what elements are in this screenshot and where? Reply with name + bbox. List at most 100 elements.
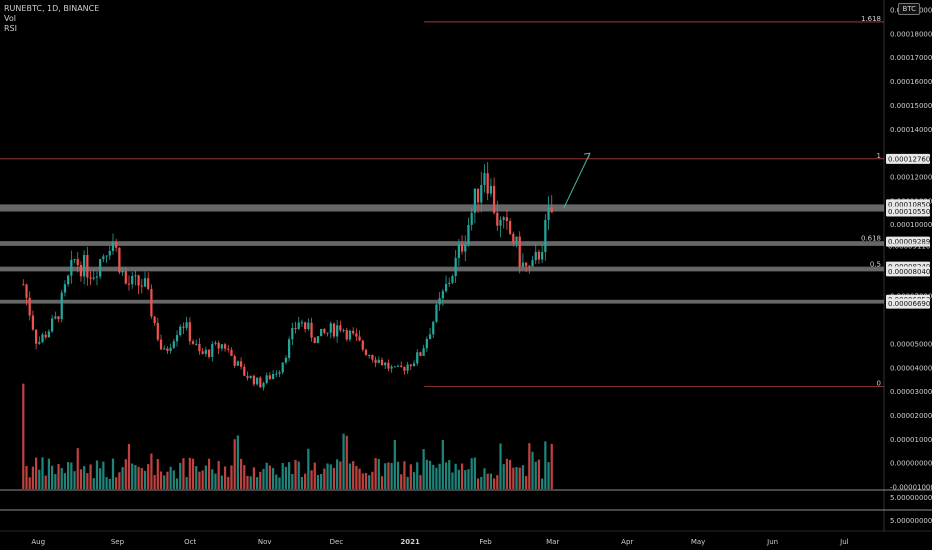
candle-body (105, 255, 108, 257)
candle-body (368, 354, 371, 356)
volume-bar (220, 475, 223, 489)
candle-body (70, 259, 73, 276)
volume-bar (464, 470, 467, 489)
volume-bar (188, 457, 191, 489)
y-tick-label: 0.00005000 (890, 340, 932, 348)
volume-bar (339, 461, 342, 489)
x-tick-label: May (691, 538, 705, 546)
volume-bar (34, 457, 38, 489)
candle-body (384, 362, 387, 366)
candle-body (169, 347, 172, 351)
currency-scale-badge[interactable]: BTC (898, 3, 920, 15)
volume-bar (467, 469, 470, 489)
candle-body (159, 339, 163, 350)
candle-body (508, 221, 512, 234)
candle-body (547, 207, 550, 220)
candle-body (131, 275, 134, 285)
candle-body (403, 366, 406, 371)
volume-bar (380, 476, 384, 489)
volume-bar (316, 474, 320, 489)
fib-level-label: 0.618 (861, 235, 881, 243)
volume-bar (304, 473, 307, 489)
volume-bar (255, 477, 259, 489)
volume-bar (67, 462, 70, 489)
volume-bar (86, 473, 89, 489)
candle-body (531, 260, 534, 267)
candle-body (34, 329, 38, 344)
candle-body (336, 325, 339, 337)
volume-bar (22, 383, 25, 489)
volume-bar (329, 464, 332, 489)
price-label: 0.00012760 (888, 155, 930, 163)
candle-body (51, 318, 54, 332)
volume-bar (92, 478, 95, 489)
volume-bar (512, 467, 515, 489)
price-label-box (886, 206, 930, 217)
y-tick-label: 0.00004000 (890, 364, 932, 372)
volume-bar (207, 458, 211, 489)
volume-bar (249, 476, 252, 489)
volume-bar (121, 467, 124, 489)
volume-bar (268, 465, 272, 489)
volume-bar (291, 473, 294, 489)
candle-body (355, 333, 358, 337)
rsi-indicator-label[interactable]: RSI (4, 24, 17, 33)
volume-bar (489, 473, 493, 489)
candle-body (121, 270, 124, 273)
y-tick-label: 0.00018000 (890, 30, 932, 38)
volume-bar (76, 448, 79, 489)
candle-body (528, 266, 531, 268)
volume-bar (371, 471, 374, 489)
candle-body (166, 348, 169, 351)
volume-bar (185, 477, 188, 489)
candle-body (496, 212, 499, 226)
volume-bar (355, 465, 358, 489)
candle-body (137, 275, 140, 286)
candle-body (476, 188, 480, 203)
candle-body (28, 297, 31, 316)
candle-body (448, 282, 451, 284)
volume-bar (182, 458, 185, 489)
candle-body (182, 326, 185, 328)
volume-bar (271, 468, 275, 489)
volume-bar (496, 475, 499, 489)
candle-body (512, 233, 515, 243)
volume-bar (409, 464, 412, 489)
volume-indicator-label[interactable]: Vol (4, 14, 16, 23)
volume-bar (265, 462, 268, 489)
candle-body (544, 219, 547, 252)
candle-body (243, 366, 246, 376)
candle-body (329, 323, 332, 333)
candle-body (246, 375, 249, 378)
candle-body (515, 236, 518, 243)
candle-body (390, 366, 393, 369)
volume-bar (297, 461, 300, 489)
candle-body (67, 275, 70, 285)
symbol-title[interactable]: RUNEBTC, 1D, BINANCE (4, 4, 100, 13)
volume-bar (217, 461, 220, 489)
candle-body (108, 250, 111, 256)
candle-body (281, 362, 284, 373)
x-tick-label: Jun (766, 538, 778, 546)
volume-bar (236, 435, 239, 489)
volume-bar (528, 443, 531, 489)
candle-body (179, 326, 182, 336)
volume-bar (486, 473, 489, 489)
candle-body (278, 372, 281, 374)
price-label: 0.00010550 (888, 208, 930, 216)
candle-body (63, 284, 67, 293)
volume-bar (499, 443, 502, 489)
volume-bar (438, 463, 441, 489)
volume-bar (364, 472, 368, 489)
x-tick-label: Apr (621, 538, 633, 546)
volume-bar (403, 461, 406, 489)
candle-body (265, 375, 268, 384)
candle-body (489, 185, 493, 194)
candle-body (428, 334, 432, 339)
volume-bar (313, 462, 316, 489)
volume-bar (275, 474, 278, 489)
volume-bar (476, 478, 480, 489)
candle-body (83, 254, 86, 277)
y-tick-label: -0.00001000 (890, 484, 932, 492)
